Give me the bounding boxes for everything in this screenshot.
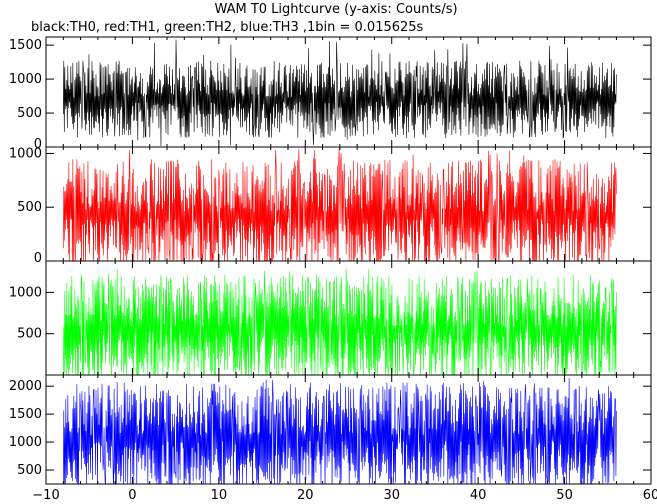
- x-tick-label: 40: [470, 488, 487, 503]
- chart-title: WAM T0 Lightcurve (y-axis: Counts/s): [214, 2, 457, 17]
- panel-frame: [45, 374, 652, 485]
- y-tick-label: 1000: [9, 435, 42, 450]
- series-th0-line: [62, 39, 617, 146]
- y-tick-label: 1500: [9, 407, 42, 422]
- y-tick-label: 2000: [9, 379, 42, 394]
- x-tick-label: 60: [643, 488, 657, 503]
- y-tick-label: 1000: [9, 146, 42, 161]
- panel-th2: 500 1000: [9, 260, 652, 376]
- y-tick-label: 1000: [9, 285, 42, 300]
- panel-th0: 0 500 1000 1500: [9, 36, 652, 152]
- x-tick-label: −10: [32, 488, 59, 503]
- chart-subtitle: black:TH0, red:TH1, green:TH2, blue:TH3 …: [31, 20, 424, 35]
- y-tick-label: 500: [17, 463, 42, 478]
- y-tick-label: 1500: [9, 38, 42, 53]
- panel-th1: 0 500 1000: [9, 146, 652, 266]
- panel-th3: 500 1000 1500 2000: [9, 374, 652, 485]
- x-tick-label: 50: [556, 488, 573, 503]
- x-tick-label: 10: [211, 488, 228, 503]
- series-th3-line: [63, 378, 617, 484]
- x-tick-label: 0: [128, 488, 136, 503]
- y-tick-label: 0: [34, 137, 42, 152]
- x-tick-label: 20: [297, 488, 314, 503]
- series-th2-line: [63, 268, 617, 375]
- series-th1-line: [62, 148, 617, 261]
- y-tick-label: 1000: [9, 72, 42, 87]
- panels: 0 500 1000 1500 0 500 1000 500 1000 500 1000 1500 20…: [9, 36, 652, 485]
- y-tick-label: 500: [17, 200, 42, 215]
- x-axis: −10 0 10 20 30 40 50 60: [32, 488, 657, 503]
- x-tick-label: 30: [383, 488, 400, 503]
- y-tick-label: 500: [17, 106, 42, 121]
- y-tick-label: 0: [34, 251, 42, 266]
- y-tick-label: 500: [17, 327, 42, 342]
